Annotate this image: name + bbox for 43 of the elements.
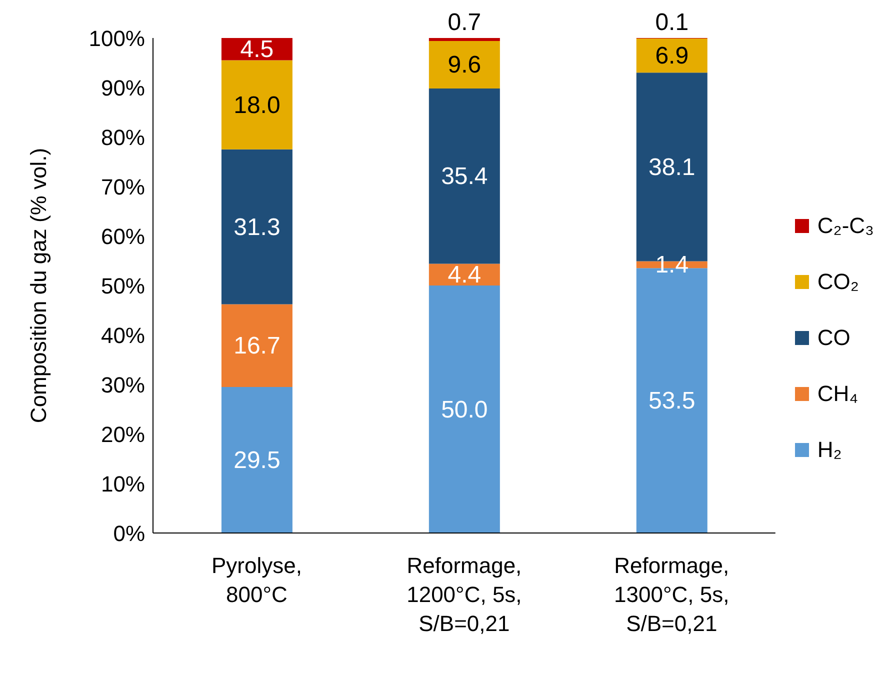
x-tick-label: Reformage, 1300°C, 5s, S/B=0,21 <box>614 553 730 636</box>
y-tick-label: 60% <box>100 224 145 249</box>
y-tick-label: 100% <box>88 26 145 51</box>
data-label: 0.1 <box>655 9 689 36</box>
y-tick-label: 50% <box>100 273 145 298</box>
data-label: 18.0 <box>234 92 280 119</box>
y-tick-label: 20% <box>100 422 145 447</box>
y-tick-label: 80% <box>100 124 145 150</box>
legend-label: CH₄ <box>817 381 858 407</box>
x-tick-label: Reformage, 1200°C, 5s, S/B=0,21 <box>406 553 522 636</box>
data-label: 4.5 <box>240 36 274 64</box>
data-label: 35.4 <box>441 163 488 190</box>
bar <box>428 88 500 264</box>
y-tick-label: 10% <box>100 471 145 496</box>
y-tick-label: 30% <box>100 372 145 398</box>
data-label: 29.5 <box>234 446 280 474</box>
y-tick-label: 0% <box>113 520 145 546</box>
data-label: 50.0 <box>441 396 488 424</box>
y-axis-title: Composition du gaz (% vol.) <box>26 148 51 424</box>
bar <box>428 40 500 88</box>
bar <box>428 38 500 41</box>
bar <box>221 304 292 387</box>
data-label: 9.6 <box>448 52 482 79</box>
bar <box>428 286 500 533</box>
data-label: 38.1 <box>648 154 696 181</box>
legend-label: CO <box>817 325 850 351</box>
bar <box>221 60 292 150</box>
bar <box>221 386 292 533</box>
bar <box>636 38 708 73</box>
data-label: 0.7 <box>448 9 482 36</box>
x-tick-label: Pyrolyse, 800°C <box>211 553 302 607</box>
legend-label: CO₂ <box>817 269 859 295</box>
data-label: 4.4 <box>448 262 482 289</box>
y-tick-label: 90% <box>100 75 145 100</box>
legend-label: C₂-C₃ <box>817 213 874 239</box>
data-label: 31.3 <box>234 214 280 241</box>
data-label: 6.9 <box>655 42 689 70</box>
y-tick-label: 40% <box>100 322 145 348</box>
legend-label: H₂ <box>817 437 842 463</box>
data-label: 53.5 <box>648 388 696 415</box>
data-label: 16.7 <box>234 332 280 360</box>
y-tick-label: 70% <box>100 174 145 200</box>
bar <box>221 149 292 304</box>
